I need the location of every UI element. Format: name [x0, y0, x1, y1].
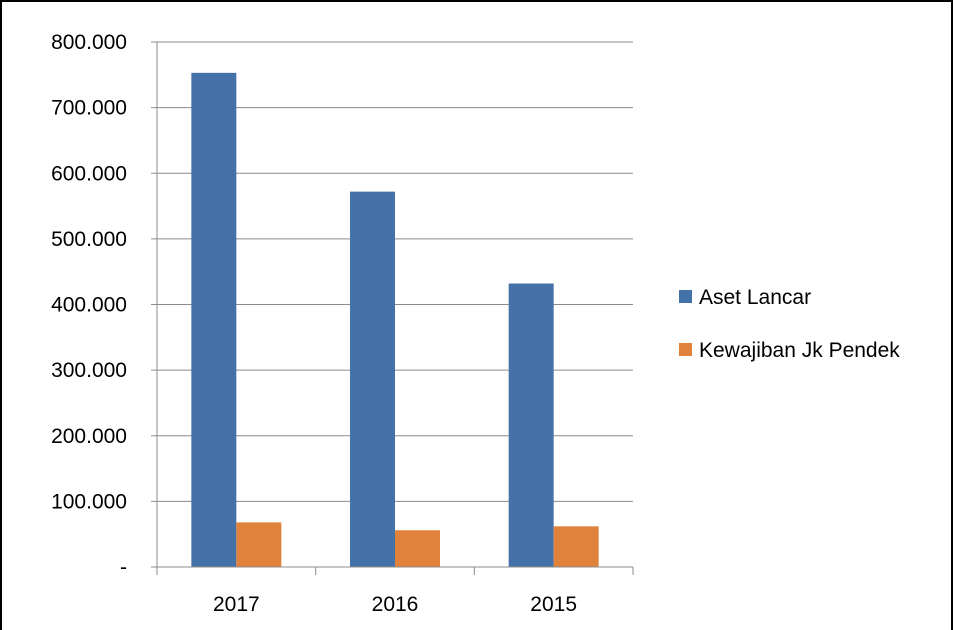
x-tick-label-2015: 2015: [530, 593, 577, 616]
y-tick-label: 500.000: [51, 228, 127, 251]
x-tick-label-2017: 2017: [213, 593, 260, 616]
bar-aset-lancar-2017: [191, 72, 237, 567]
y-tick-label: -: [120, 556, 127, 579]
bar-kewajiban-jk-pendek-2016: [395, 530, 440, 567]
y-tick-label: 800.000: [51, 31, 127, 54]
y-tick-label: 300.000: [51, 359, 127, 382]
y-axis-ticks: - 100.000 200.000 300.000 400.000 500.000 600.…: [51, 31, 127, 579]
bar-kewajiban-jk-pendek-2015: [553, 526, 599, 567]
bars: [191, 72, 599, 567]
bar-aset-lancar-2015: [508, 283, 554, 567]
bar-kewajiban-jk-pendek-2017: [236, 522, 282, 567]
legend-swatch-1: [679, 343, 692, 356]
legend: Aset Lancar Kewajiban Jk Pendek: [679, 286, 900, 362]
y-tick-label: 600.000: [51, 162, 127, 185]
y-tick-label: 400.000: [51, 294, 127, 317]
y-tick-label: 200.000: [51, 425, 127, 448]
legend-label-0: Aset Lancar: [699, 286, 811, 309]
y-tick-label: 700.000: [51, 97, 127, 120]
legend-label-1: Kewajiban Jk Pendek: [699, 339, 900, 362]
legend-swatch-0: [679, 290, 692, 303]
x-tick-label-2016: 2016: [372, 593, 419, 616]
bar-aset-lancar-2016: [350, 191, 395, 567]
axes: [151, 41, 634, 575]
y-tick-label: 100.000: [51, 490, 127, 513]
x-axis-ticks: 2017 2016 2015: [213, 593, 577, 616]
